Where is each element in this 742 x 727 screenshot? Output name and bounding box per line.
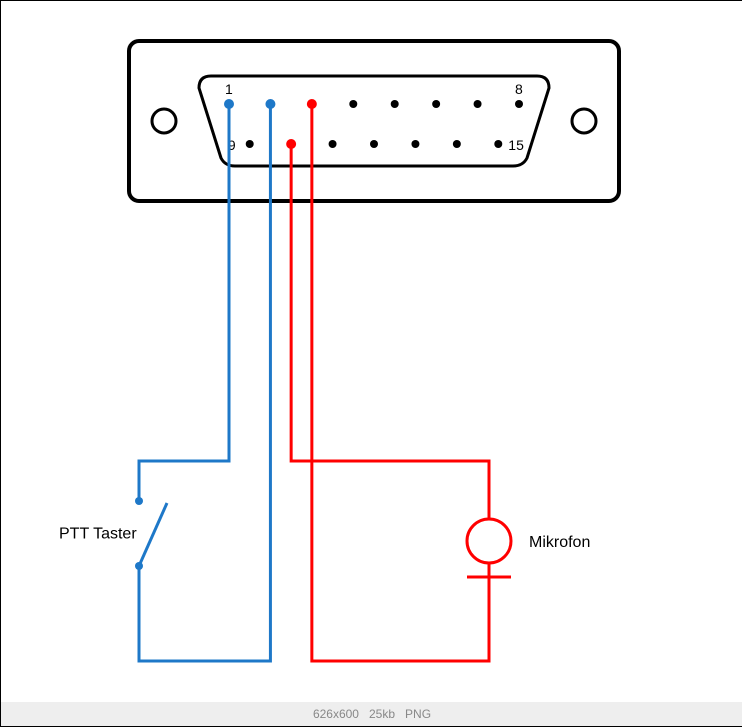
pin-bottom-14 <box>453 140 461 148</box>
pin-top-8 <box>515 100 523 108</box>
pin-top-5 <box>391 100 399 108</box>
pin-bottom-11 <box>329 140 337 148</box>
wiring-diagram: 18915PTT TasterMikrofon <box>59 11 685 693</box>
screw-left <box>152 109 176 133</box>
pin-bottom-15 <box>494 140 502 148</box>
pin-top-7 <box>474 100 482 108</box>
switch-contact-top <box>135 497 143 505</box>
pin-top-4 <box>349 100 357 108</box>
mic-circle <box>467 519 511 563</box>
pin-top-6 <box>432 100 440 108</box>
pin-bottom-12 <box>370 140 378 148</box>
ptt-wire-feed <box>139 104 229 501</box>
canvas: 18915PTT TasterMikrofon 626x600 25kb PNG <box>0 0 742 727</box>
pin-label-15: 15 <box>508 137 524 153</box>
mic-label: Mikrofon <box>529 534 590 551</box>
mic-wire-return <box>312 104 489 661</box>
ptt-wire-return <box>139 104 270 661</box>
connector-outer <box>129 41 619 201</box>
meta-dimensions: 626x600 <box>313 707 359 721</box>
ptt-label: PTT Taster <box>59 526 137 543</box>
image-meta-bar: 626x600 25kb PNG <box>1 702 742 726</box>
pin-bottom-13 <box>411 140 419 148</box>
pin-bottom-9 <box>246 140 254 148</box>
diagram-svg: 18915PTT TasterMikrofon <box>59 11 685 693</box>
meta-size: 25kb <box>369 707 395 721</box>
screw-right <box>572 109 596 133</box>
meta-format: PNG <box>405 707 431 721</box>
pin-label-1: 1 <box>225 81 233 97</box>
connector-inner <box>199 76 549 166</box>
switch-lever <box>139 503 167 566</box>
pin-label-8: 8 <box>515 81 523 97</box>
